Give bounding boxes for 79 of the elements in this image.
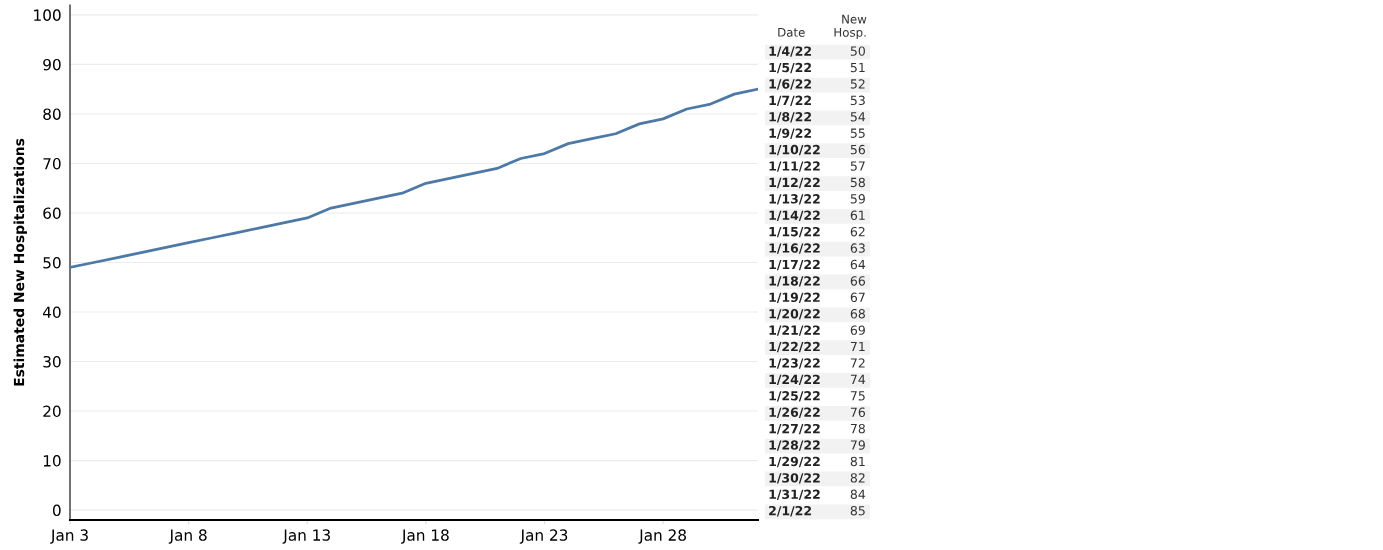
- x-tick-label: Jan 8: [168, 529, 207, 544]
- text: 1/25/22: [769, 391, 820, 402]
- text: 67: [850, 292, 865, 303]
- text: 1/20/22: [769, 309, 820, 320]
- text: 50: [850, 46, 865, 56]
- text: 71: [850, 341, 865, 352]
- text: 1/10/22: [769, 144, 820, 156]
- text: 51: [850, 62, 865, 73]
- y-tick-label: 50: [43, 256, 61, 269]
- text: 55: [850, 128, 865, 138]
- text: 1/15/22: [769, 226, 820, 238]
- text: 1/30/22: [769, 473, 820, 484]
- text: 1/6/22: [769, 79, 811, 90]
- text: 79: [850, 440, 865, 450]
- text: 62: [850, 226, 865, 237]
- text: 82: [850, 473, 865, 483]
- y-tick-label: 0: [52, 504, 61, 517]
- y-tick-label: 30: [43, 356, 61, 368]
- y-axis-title: Estimated New Hospitalizations: [13, 138, 27, 386]
- text: 1/9/22: [769, 128, 811, 139]
- text: Date: [778, 28, 805, 37]
- text: 52: [850, 79, 865, 89]
- text: 1/12/22: [769, 177, 820, 189]
- text: 85: [850, 505, 865, 516]
- text: 1/13/22: [769, 194, 820, 205]
- x-tick-label: Jan 23: [519, 529, 568, 544]
- x-tick-label: Jan 13: [282, 529, 330, 544]
- text: 74: [850, 374, 866, 384]
- text: 59: [850, 194, 865, 204]
- text: 69: [850, 325, 865, 335]
- text: 1/16/22: [769, 243, 820, 254]
- y-tick-label: 40: [42, 306, 61, 319]
- text: 1/4/22: [769, 46, 811, 57]
- text: 1/5/22: [769, 62, 811, 74]
- text: 1/22/22: [769, 341, 820, 353]
- text: 57: [850, 161, 865, 171]
- text: 1/19/22: [769, 292, 820, 304]
- text: 1/8/22: [769, 112, 811, 123]
- text: 1/14/22: [769, 210, 820, 221]
- y-tick-label: 20: [43, 405, 61, 418]
- y-tick-label: 80: [43, 108, 61, 120]
- text: 1/21/22: [769, 325, 820, 336]
- text: 56: [850, 144, 866, 155]
- text: 76: [850, 407, 866, 417]
- text: 1/18/22: [769, 276, 820, 287]
- text: 61: [850, 210, 865, 220]
- text: 78: [850, 423, 865, 434]
- text: 1/27/22: [769, 423, 820, 435]
- y-tick-label: 90: [43, 58, 61, 71]
- text: 64: [850, 259, 866, 270]
- text: 84: [850, 489, 866, 500]
- text: 1/26/22: [769, 407, 820, 418]
- text: 1/11/22: [769, 161, 820, 172]
- text: 58: [850, 177, 865, 188]
- text: 1/23/22: [769, 358, 820, 369]
- text: 1/24/22: [769, 374, 820, 386]
- text: 63: [850, 243, 865, 253]
- text: 68: [850, 309, 865, 319]
- y-tick-label: 100: [34, 9, 61, 21]
- text: 2/1/22: [769, 505, 811, 517]
- text: 1/29/22: [769, 456, 820, 468]
- text: 66: [850, 276, 866, 286]
- text: 1/7/22: [769, 95, 811, 107]
- text: 72: [850, 358, 865, 368]
- x-tick-label: Jan 18: [401, 529, 449, 544]
- text: 54: [850, 112, 866, 122]
- y-tick-label: 70: [43, 157, 61, 170]
- text: 1/31/22: [769, 489, 820, 500]
- x-tick-label: Jan 3: [50, 529, 88, 544]
- text: 1/17/22: [769, 259, 820, 271]
- text: New Hosp.: [834, 14, 867, 40]
- text: 1/28/22: [769, 440, 820, 451]
- x-tick-label: Jan 28: [638, 529, 686, 544]
- text: 81: [850, 456, 865, 467]
- y-tick-label: 10: [43, 455, 61, 467]
- text: 75: [850, 391, 865, 401]
- y-tick-label: 60: [43, 207, 61, 219]
- text: 53: [850, 95, 865, 106]
- line-series: [70, 87, 758, 269]
